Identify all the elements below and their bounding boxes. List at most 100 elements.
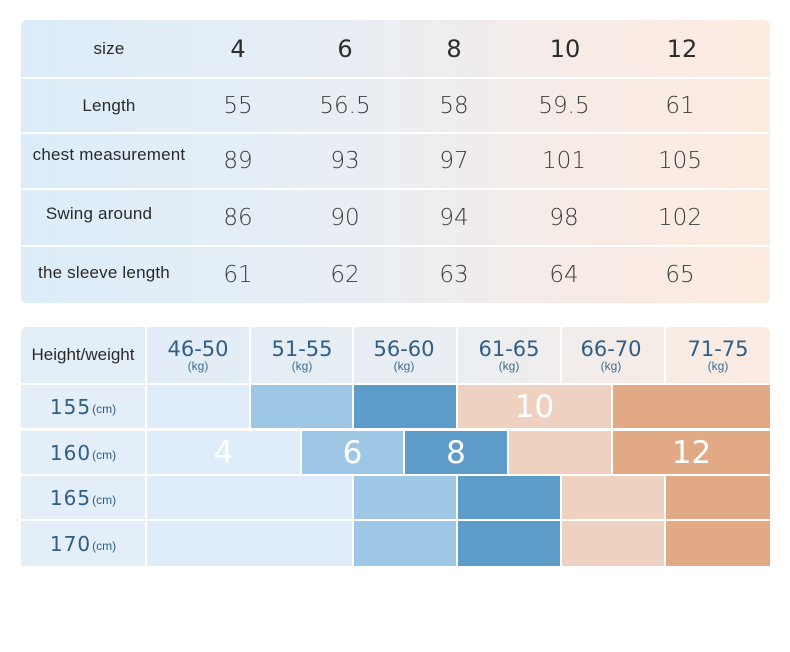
size-header-row: size 4 6 8 10 12 xyxy=(21,20,770,77)
table-row: the sleeve length 61 62 63 64 65 xyxy=(21,247,770,303)
table-cell: 86 xyxy=(223,204,253,231)
weight-unit: (kg) xyxy=(498,358,520,373)
column-divider xyxy=(145,327,147,383)
size-label: 4 xyxy=(213,434,234,471)
row-label-sleeve: the sleeve length xyxy=(38,263,170,282)
weight-range: 51-55 xyxy=(271,336,333,361)
size-block-6 xyxy=(354,476,456,519)
corner-label: Height/weight xyxy=(21,327,145,383)
weight-range: 56-60 xyxy=(373,336,435,361)
size-block-10 xyxy=(562,476,664,519)
table-cell: 55 xyxy=(223,92,253,119)
weight-unit: (kg) xyxy=(707,358,729,373)
weight-col-header: 71-75 (kg) xyxy=(667,327,769,383)
table-row: Length 55 56.5 58 59.5 61 xyxy=(21,79,770,132)
size-measurement-table: size 4 6 8 10 12 Length 55 56.5 58 59.5 … xyxy=(21,20,770,303)
size-label: 12 xyxy=(671,434,712,471)
height-value: 155 xyxy=(49,394,92,419)
size-block-6 xyxy=(251,385,352,428)
table-cell: 58 xyxy=(439,92,469,119)
height-row-label: 160 (cm) xyxy=(21,431,145,474)
size-header-label: size xyxy=(93,38,125,58)
size-block-4: 4 xyxy=(147,431,300,474)
weight-range: 61-65 xyxy=(478,336,540,361)
height-value: 170 xyxy=(49,531,92,556)
row-divider xyxy=(21,188,770,190)
weight-range: 66-70 xyxy=(580,336,642,361)
table-cell: 94 xyxy=(439,204,469,231)
height-row-label: 155 (cm) xyxy=(21,385,145,428)
row-divider xyxy=(21,77,770,79)
height-unit: (cm) xyxy=(92,493,117,507)
size-block-12 xyxy=(613,385,770,428)
size-block-12 xyxy=(666,476,770,519)
height-unit: (cm) xyxy=(92,448,117,462)
column-divider xyxy=(249,327,251,383)
table-cell: 90 xyxy=(330,204,360,231)
size-block-4 xyxy=(147,521,352,566)
weight-col-header: 66-70 (kg) xyxy=(560,327,662,383)
size-label: 8 xyxy=(446,434,466,471)
size-block-4 xyxy=(147,385,249,428)
column-divider xyxy=(560,327,562,383)
row-label-swing: Swing around xyxy=(45,203,153,223)
size-header-4: 4 xyxy=(230,34,246,63)
size-block-6: 6 xyxy=(302,431,403,474)
weight-range: 71-75 xyxy=(687,336,749,361)
weight-unit: (kg) xyxy=(187,358,209,373)
table-cell: 89 xyxy=(223,148,253,174)
size-block-8 xyxy=(458,476,560,519)
column-divider xyxy=(456,327,458,383)
height-value: 165 xyxy=(49,485,92,510)
column-divider xyxy=(352,327,354,383)
size-header-12: 12 xyxy=(666,34,698,63)
height-row-label: 170 (cm) xyxy=(21,521,145,566)
table-row: chest measurement 89 93 97 101 105 xyxy=(21,134,770,188)
weight-range: 46-50 xyxy=(167,336,229,361)
table-cell: 105 xyxy=(658,148,702,174)
size-header-10: 10 xyxy=(549,34,581,63)
weight-col-header: 61-65 (kg) xyxy=(458,327,560,383)
table-cell: 93 xyxy=(330,148,360,174)
size-block-10: 10 xyxy=(458,385,611,428)
size-block-8: 8 xyxy=(405,431,507,474)
weight-col-header: 46-50 (kg) xyxy=(147,327,249,383)
height-unit: (cm) xyxy=(92,539,117,553)
size-block-6 xyxy=(354,521,456,566)
column-divider xyxy=(664,327,666,383)
table-cell: 65 xyxy=(665,262,695,288)
size-header-6: 6 xyxy=(337,34,353,63)
size-block-12: 12 xyxy=(613,431,770,474)
height-unit: (cm) xyxy=(92,402,117,416)
table-cell: 101 xyxy=(542,148,586,174)
table-cell: 61 xyxy=(223,262,253,288)
weight-col-header: 51-55 (kg) xyxy=(251,327,353,383)
size-label: 6 xyxy=(342,434,363,471)
row-label-chest: chest measurement xyxy=(32,145,186,164)
size-block-10 xyxy=(562,521,664,566)
table-cell: 102 xyxy=(658,204,702,231)
table-cell: 98 xyxy=(549,204,579,231)
table-cell: 64 xyxy=(549,262,579,288)
table-cell: 97 xyxy=(439,148,469,174)
weight-col-header: 56-60 (kg) xyxy=(353,327,455,383)
size-header-8: 8 xyxy=(446,34,462,63)
table-cell: 59.5 xyxy=(538,92,590,119)
height-weight-size-grid: Height/weight 46-50 (kg) 51-55 (kg) 56-6… xyxy=(21,327,770,567)
table-cell: 56.5 xyxy=(319,92,371,119)
table-row: Swing around 86 90 94 98 102 xyxy=(21,190,770,245)
size-block-12 xyxy=(666,521,770,566)
size-block-8 xyxy=(458,521,560,566)
size-block-4 xyxy=(147,476,352,519)
row-divider xyxy=(21,245,770,247)
table-cell: 61 xyxy=(665,92,695,119)
height-row-label: 165 (cm) xyxy=(21,476,145,519)
weight-unit: (kg) xyxy=(291,358,313,373)
row-divider xyxy=(21,132,770,134)
table-cell: 63 xyxy=(439,262,469,288)
weight-unit: (kg) xyxy=(600,358,622,373)
row-label-length: Length xyxy=(82,95,136,115)
size-block-10 xyxy=(509,431,611,474)
height-value: 160 xyxy=(49,440,92,465)
size-label: 10 xyxy=(514,388,555,425)
